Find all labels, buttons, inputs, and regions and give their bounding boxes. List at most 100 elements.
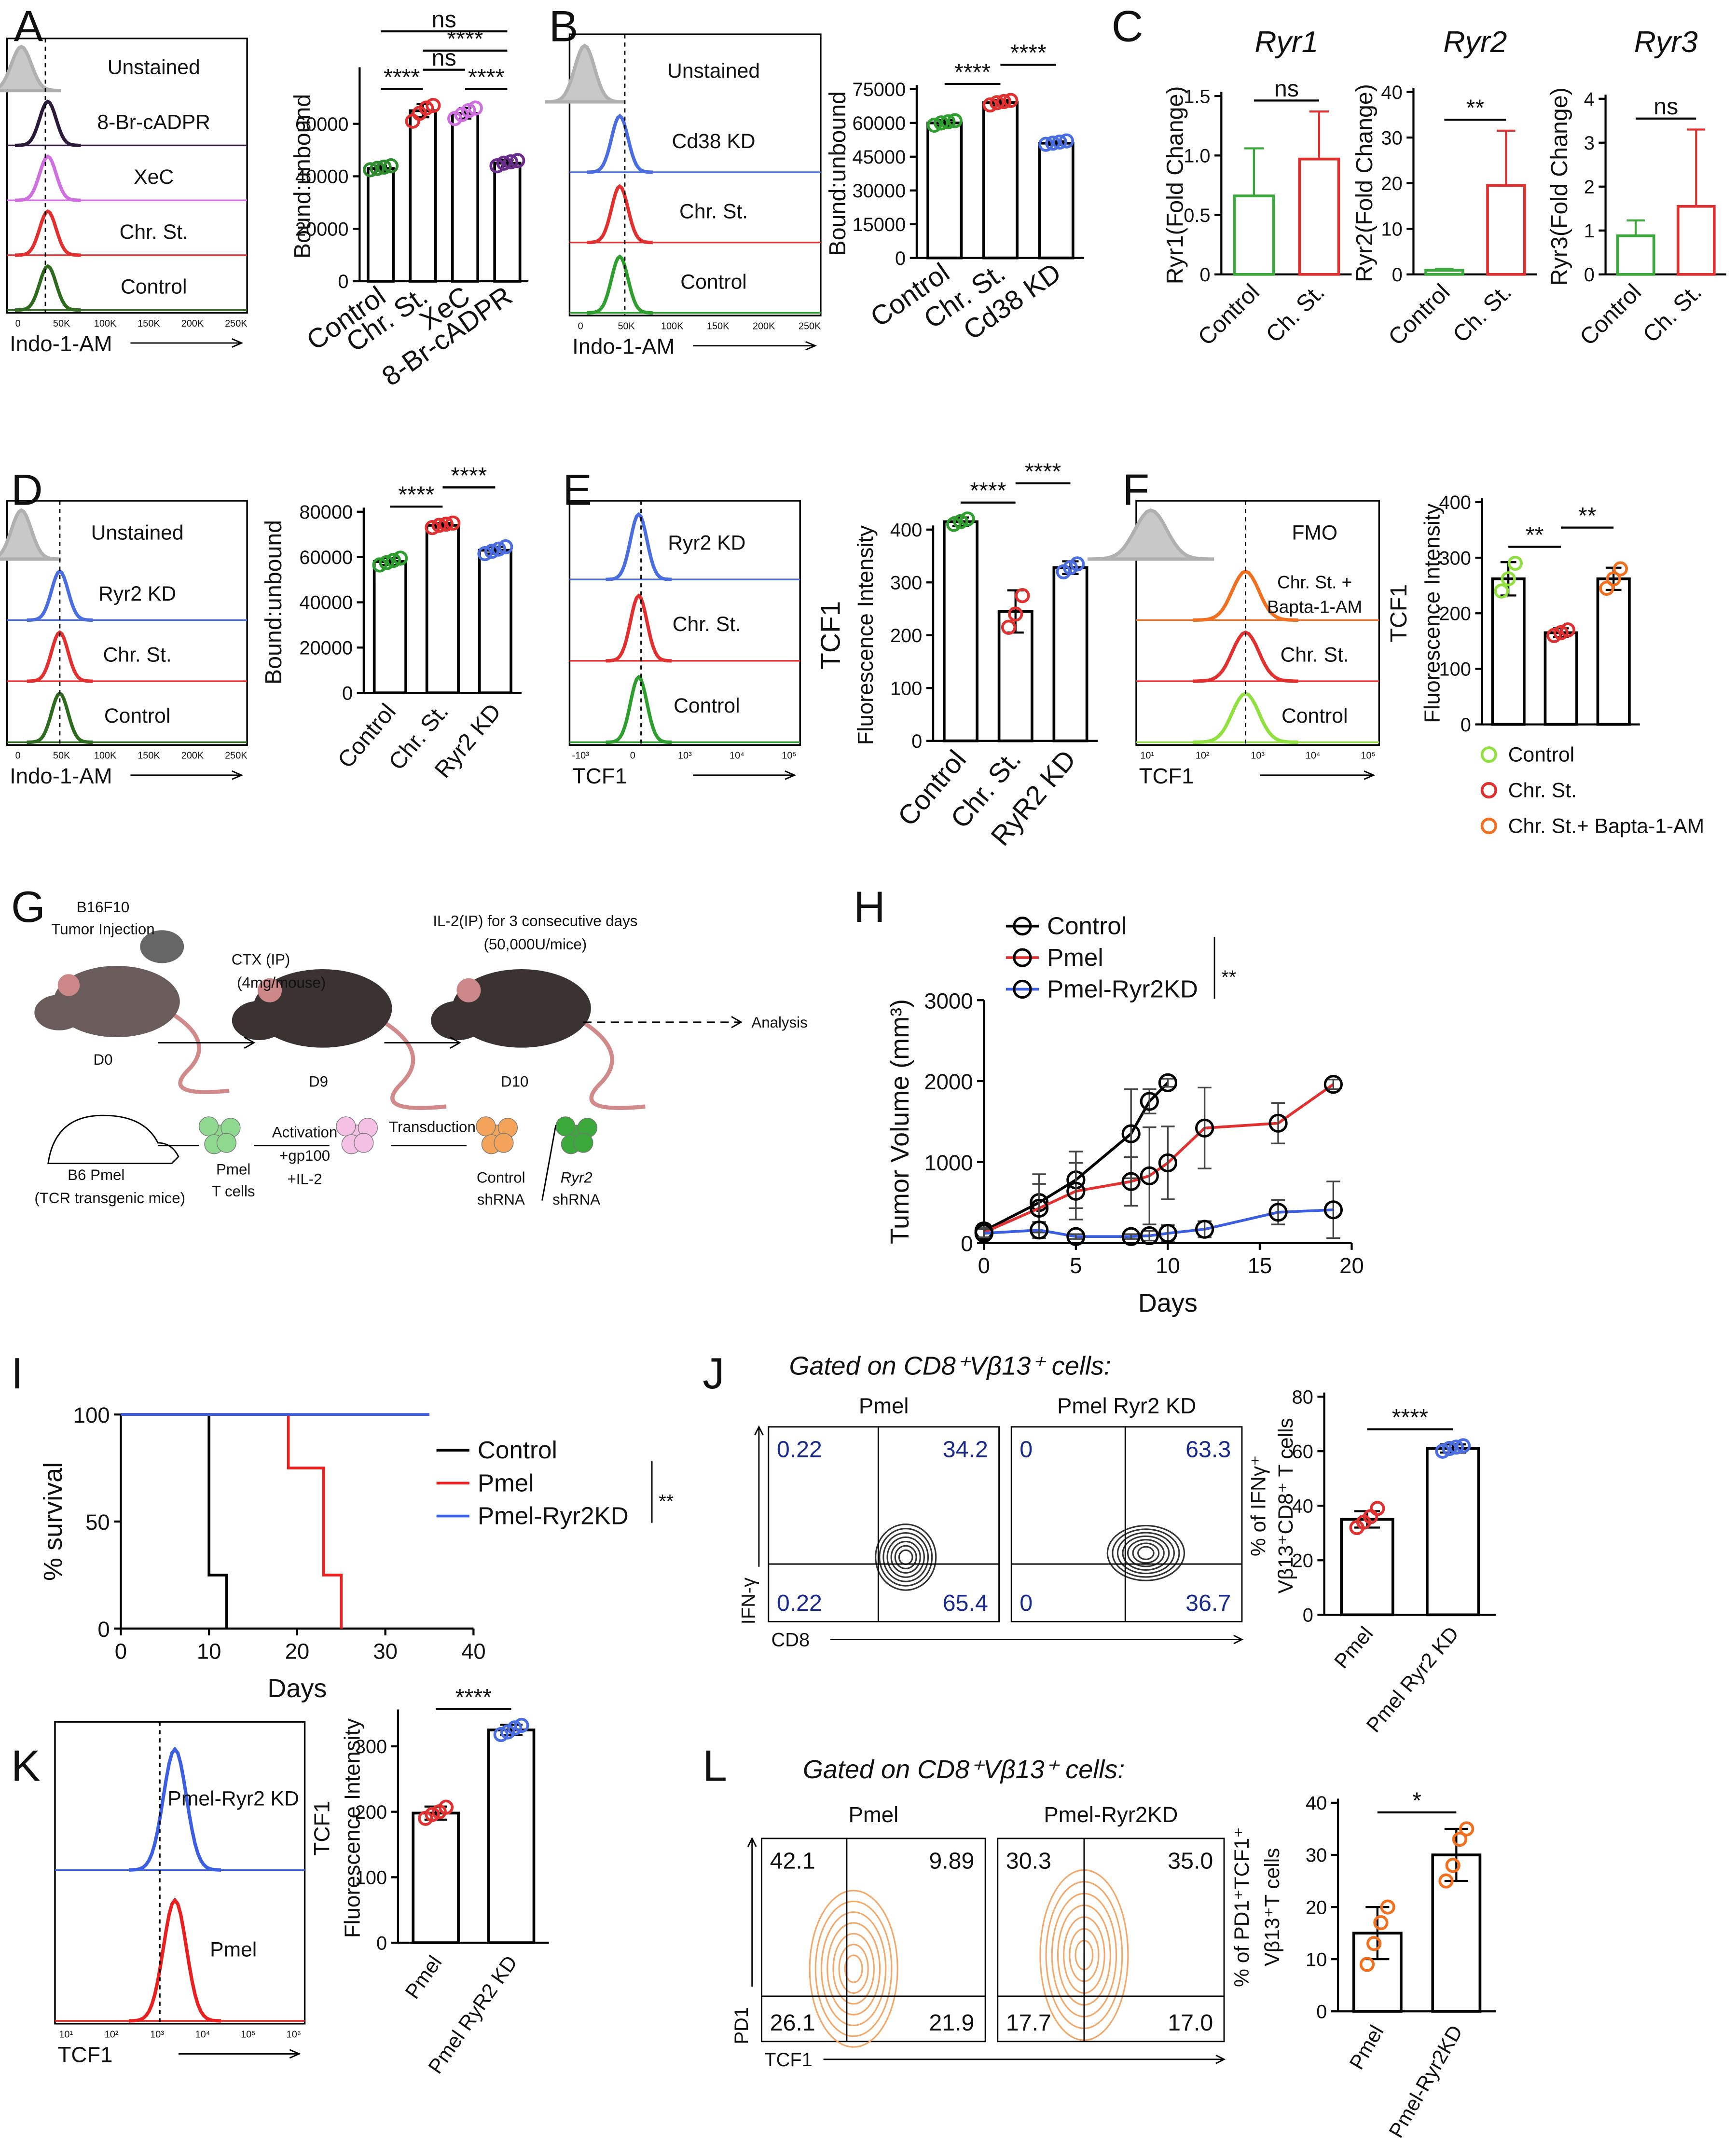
data-point bbox=[418, 100, 434, 116]
lane-label: Ryr2 KD bbox=[98, 582, 176, 605]
significance-label: **** bbox=[451, 463, 487, 489]
data-point bbox=[1323, 1075, 1343, 1094]
y-tick-label: 80000 bbox=[299, 502, 353, 523]
bar bbox=[425, 524, 460, 695]
y-tick-label: 0 bbox=[1303, 1605, 1313, 1626]
x-tick-label: 100K bbox=[94, 318, 117, 329]
significance-label: ** bbox=[1578, 503, 1597, 529]
x-axis-label: Days bbox=[267, 1674, 327, 1703]
y-tick-label: 30 bbox=[1381, 127, 1402, 149]
plot-frame bbox=[997, 1838, 1225, 2043]
error-bar bbox=[1069, 1162, 1083, 1221]
histogram-curve bbox=[0, 508, 61, 561]
data-point bbox=[1442, 1441, 1457, 1456]
x-tick-label: 0 bbox=[578, 321, 583, 332]
data-point bbox=[496, 155, 511, 171]
quadrant-value: 17.7 bbox=[1006, 2010, 1051, 2036]
y-tick-label: 0.5 bbox=[1184, 205, 1210, 226]
x-tick-label: 10⁵ bbox=[241, 2029, 255, 2040]
plot-frame bbox=[761, 1838, 986, 2043]
x-tick-label: 10² bbox=[1196, 751, 1210, 761]
x-tick-label: 10⁶ bbox=[287, 2029, 301, 2040]
data-point bbox=[947, 113, 963, 128]
plot-title: Pmel bbox=[849, 1802, 899, 1827]
data-point bbox=[940, 114, 956, 130]
mouse-tail bbox=[583, 1022, 646, 1111]
data-point bbox=[1459, 1821, 1474, 1837]
lane-label: Control bbox=[104, 704, 170, 727]
x-tick-label: 10³ bbox=[678, 751, 692, 761]
data-point bbox=[1001, 619, 1017, 635]
y-tick-label: 0 bbox=[1199, 264, 1210, 286]
plot-frame bbox=[1010, 1426, 1243, 1622]
y-tick-label: 0 bbox=[1584, 264, 1595, 286]
cell bbox=[573, 1133, 593, 1153]
error-bar bbox=[1161, 1125, 1175, 1200]
significance-label: ns bbox=[1653, 94, 1678, 120]
panel-letter: C bbox=[1112, 2, 1144, 51]
y-tick-label: 100 bbox=[355, 1867, 387, 1889]
data-point bbox=[982, 97, 998, 113]
lane-label: Ryr2 KD bbox=[668, 531, 745, 554]
density-contour bbox=[827, 1922, 881, 2016]
y-tick-label: 60 bbox=[1292, 1441, 1313, 1462]
bar bbox=[412, 1811, 460, 1944]
y-axis-label: Ryr1(Fold Change) bbox=[1162, 86, 1188, 284]
cell bbox=[555, 1116, 576, 1137]
histogram-curve bbox=[14, 99, 81, 148]
data-point bbox=[426, 97, 441, 113]
significance-label: **** bbox=[1010, 40, 1047, 66]
x-tick-label: 15 bbox=[1248, 1253, 1272, 1278]
data-point bbox=[461, 103, 476, 119]
y-tick-label: 40 bbox=[1292, 1495, 1313, 1517]
y-tick-label: 400 bbox=[890, 520, 922, 541]
quadrant-value: 65.4 bbox=[943, 1590, 988, 1616]
data-point bbox=[1121, 1227, 1141, 1246]
x-tick-label: 10² bbox=[105, 2029, 119, 2040]
data-point bbox=[370, 161, 385, 176]
lane-label: Chr. St. bbox=[673, 613, 741, 636]
panel-letter: H bbox=[854, 883, 885, 932]
data-point bbox=[1606, 571, 1621, 587]
x-axis-label: Indo-1-AM bbox=[572, 334, 675, 359]
quadrant-value: 34.2 bbox=[943, 1436, 988, 1462]
histogram-frame bbox=[568, 500, 801, 746]
significance-label: **** bbox=[1392, 1404, 1428, 1430]
density-contour bbox=[879, 1528, 933, 1587]
x-tick-label: 20 bbox=[285, 1639, 310, 1663]
y-axis-label: Vβ13⁺T cells bbox=[1261, 1848, 1284, 1966]
x-axis-label: Days bbox=[1138, 1289, 1198, 1317]
lane-label: Cd38 KD bbox=[672, 130, 756, 153]
data-point bbox=[1158, 1153, 1178, 1173]
arrow-head bbox=[805, 341, 817, 351]
density-contour bbox=[838, 1944, 869, 1994]
y-axis-label: Fluorescence Intensity bbox=[853, 525, 878, 745]
data-point bbox=[1158, 1223, 1178, 1243]
panel-letter: J bbox=[703, 1349, 725, 1398]
quadrant-value: 63.3 bbox=[1185, 1436, 1231, 1462]
histogram-curve bbox=[128, 1746, 221, 1872]
y-axis-label: % of IFNγ⁺ bbox=[1247, 1455, 1270, 1556]
lane-label: Control bbox=[674, 694, 740, 717]
significance-label: ns bbox=[432, 45, 456, 71]
x-axis-label: CD8 bbox=[772, 1630, 810, 1651]
histogram-curve bbox=[587, 113, 653, 174]
x-tick-label: 10 bbox=[1156, 1253, 1180, 1278]
bar bbox=[1486, 184, 1526, 276]
histogram-frame bbox=[1135, 500, 1380, 746]
data-point bbox=[1059, 133, 1075, 149]
heading: Gated on CD8⁺Vβ13⁺ cells: bbox=[789, 1352, 1111, 1381]
histogram-curve bbox=[1088, 508, 1214, 561]
data-point bbox=[393, 550, 408, 566]
y-tick-label: 60000 bbox=[299, 547, 353, 568]
y-tick-label: 0 bbox=[97, 1617, 110, 1642]
y-tick-label: 400 bbox=[1439, 492, 1471, 513]
diagram-label: D0 bbox=[94, 1051, 113, 1068]
x-axis-label: Indo-1-AM bbox=[10, 331, 112, 356]
histogram-curve bbox=[606, 512, 672, 581]
quadrant-value: 0.22 bbox=[777, 1590, 822, 1616]
x-tick-label: 40 bbox=[461, 1639, 486, 1663]
legend-marker bbox=[1480, 782, 1497, 799]
significance-label: **** bbox=[1025, 458, 1061, 484]
